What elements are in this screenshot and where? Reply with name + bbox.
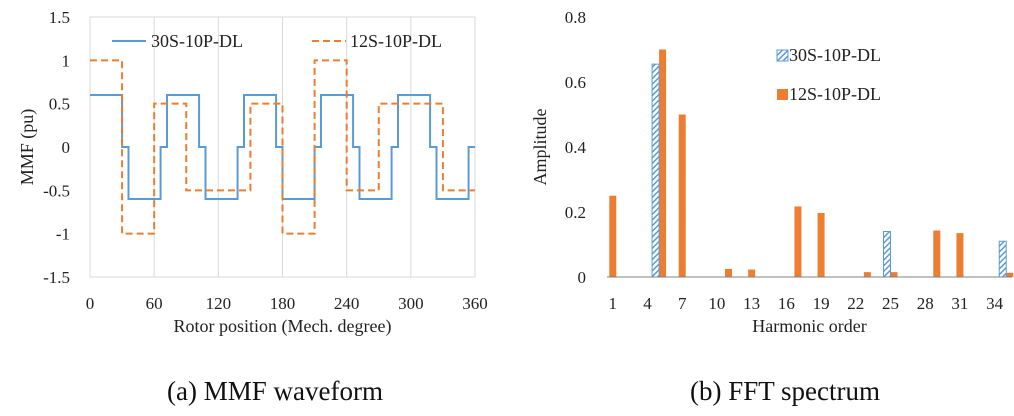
x-tick-label: 25	[882, 294, 899, 313]
x-tick-label: 360	[462, 294, 488, 313]
x-tick-label: 300	[398, 294, 424, 313]
y-tick-label: -1.5	[43, 268, 70, 287]
x-tick-label: 16	[778, 294, 795, 313]
mmf-waveform-chart: 1.5 1 0.5 0 -0.5 -1 -1.5 0 60 120 180 240 300 360 30S-…	[17, 8, 488, 406]
fft-spectrum-chart: 0.8 0.6 0.4 0.2 0 1 4 7 10 13 16 19 22 25 28 31 34 30S-10…	[530, 8, 1014, 406]
legend-swatch-12s	[777, 89, 788, 100]
x-tick-label: 60	[146, 294, 163, 313]
bar-12s-10p-dl-h35	[1006, 272, 1014, 277]
x-axis-title: Harmonic order	[752, 316, 866, 336]
y-tick-label: -0.5	[43, 181, 70, 200]
x-axis-title: Rotor position (Mech. degree)	[174, 316, 392, 337]
bar-12s-10p-dl-h1	[609, 195, 617, 277]
bar-12s-10p-dl-h25	[890, 272, 898, 277]
x-tick-label: 10	[708, 294, 725, 313]
y-tick-label: 1.5	[49, 8, 70, 27]
y-tick-label: 1	[62, 51, 71, 70]
x-tick-label: 1	[609, 294, 618, 313]
bar-30s-10p-dl-h25	[883, 231, 891, 278]
x-tick-label: 28	[917, 294, 934, 313]
series-line-12s-10p-dl	[90, 59, 475, 235]
legend-label: 30S-10P-DL	[151, 31, 243, 51]
legend-label: 30S-10P-DL	[789, 45, 881, 65]
x-tick-label: 7	[678, 294, 687, 313]
y-tick-label: 0.4	[565, 138, 587, 157]
legend-swatch-30s	[776, 49, 789, 62]
y-tick-label: 0.2	[565, 203, 586, 222]
bar-12s-10p-dl-h31	[956, 233, 964, 277]
x-tick-label: 120	[206, 294, 232, 313]
x-tick-label: 34	[986, 294, 1004, 313]
x-tick-label: 240	[334, 294, 360, 313]
x-tick-label: 19	[813, 294, 830, 313]
y-tick-label: 0.6	[565, 73, 586, 92]
y-tick-label: 0.5	[49, 95, 70, 114]
bar-12s-10p-dl-h5	[659, 49, 667, 277]
bar-12s-10p-dl-h23	[863, 272, 871, 277]
y-tick-label: -1	[56, 225, 70, 244]
caption-a: (a) MMF waveform	[167, 376, 383, 406]
x-tick-label: 22	[847, 294, 864, 313]
x-tick-label: 180	[270, 294, 296, 313]
legend-label: 12S-10P-DL	[350, 31, 442, 51]
y-tick-label: 0	[62, 138, 71, 157]
bar-12s-10p-dl-h19	[817, 212, 825, 277]
x-tick-label: 4	[643, 294, 652, 313]
y-axis-title: Amplitude	[530, 108, 550, 185]
x-tick-label: 13	[743, 294, 760, 313]
y-tick-label: 0.8	[565, 8, 586, 27]
x-tick-label: 31	[951, 294, 968, 313]
y-axis-title: MMF (pu)	[17, 109, 38, 186]
bar-12s-10p-dl-h29	[933, 230, 941, 277]
bar-12s-10p-dl-h13	[748, 269, 756, 277]
caption-b: (b) FFT spectrum	[690, 376, 880, 406]
bar-12s-10p-dl-h17	[794, 206, 802, 277]
bar-30s-10p-dl-h5	[651, 63, 660, 278]
x-tick-label: 0	[86, 294, 95, 313]
bar-30s-10p-dl-h35	[998, 240, 1007, 278]
legend-label: 12S-10P-DL	[789, 84, 881, 104]
y-tick-label: 0	[578, 268, 587, 287]
bar-12s-10p-dl-h7	[678, 114, 686, 277]
bar-12s-10p-dl-h11	[725, 268, 732, 277]
